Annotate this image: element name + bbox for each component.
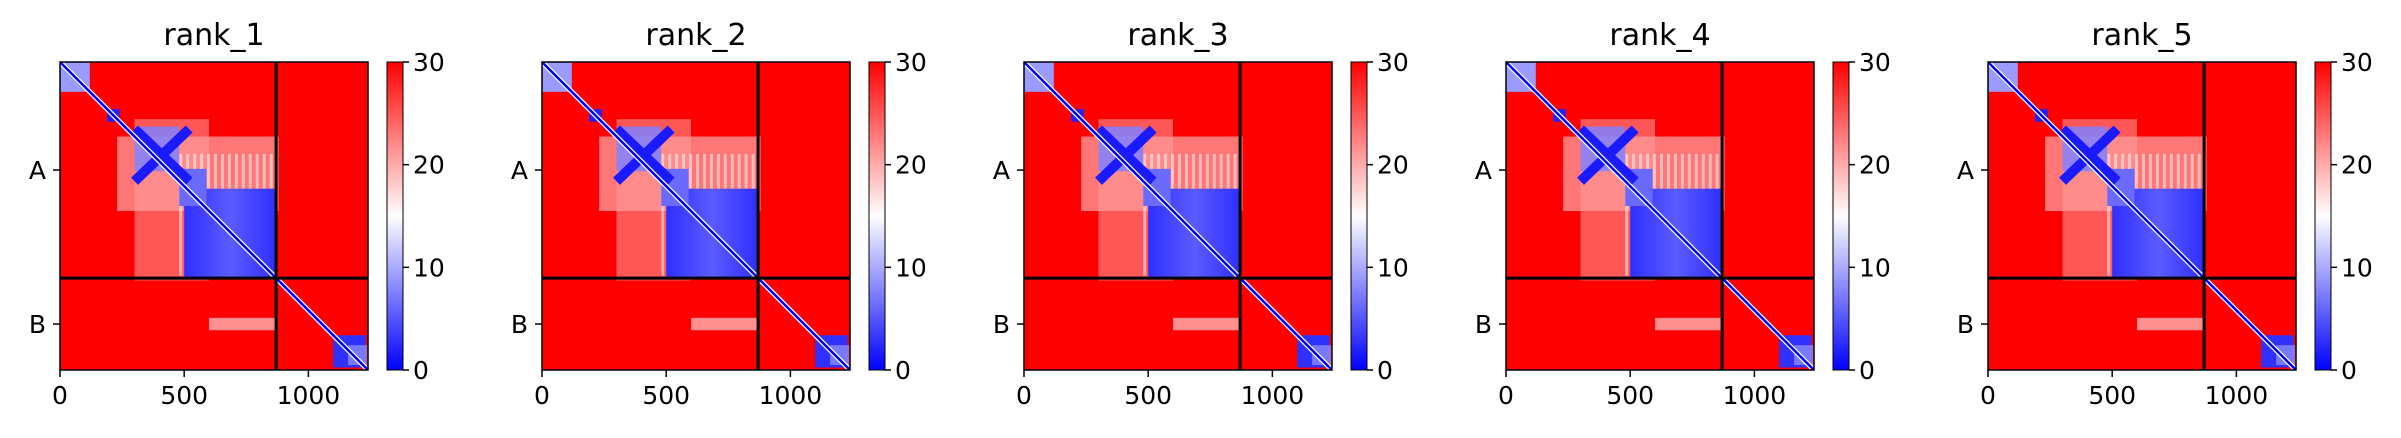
heatmap-block: [1312, 345, 1332, 366]
colorbar: [386, 61, 404, 371]
colorbar: [1832, 61, 1850, 371]
colorbar-tick-label: 20: [1377, 151, 1409, 180]
y-tick-label: A: [1957, 156, 1974, 185]
heatmap-cells: [1506, 62, 1814, 370]
x-tick-label: 1000: [759, 381, 823, 410]
x-tick-label: 500: [642, 381, 690, 410]
panel-title: rank_4: [1609, 18, 1710, 53]
heatmap-cells: [1988, 62, 2296, 370]
heatmap-stripe: [2107, 153, 2111, 276]
heatmap-region: [1655, 317, 1723, 331]
colorbar-tick-label: 20: [413, 151, 445, 180]
x-tick-label: 1000: [277, 381, 341, 410]
heatmap-diagonal: [60, 62, 368, 370]
heatmap-stripe: [1625, 153, 1629, 276]
heatmap-stripe: [1143, 153, 1147, 276]
colorbar-tick-label: 10: [1377, 253, 1409, 282]
heatmap-stripe: [179, 153, 183, 276]
heatmap-diagonal: [542, 62, 850, 370]
heatmap-diagonal: [1024, 62, 1332, 370]
x-tick-label: 0: [1016, 381, 1032, 410]
colorbar-tick-label: 30: [895, 48, 927, 77]
heatmap-block: [1794, 345, 1814, 366]
x-tick-label: 1000: [1241, 381, 1305, 410]
y-tick-label: A: [29, 156, 46, 185]
heatmap-x-pattern: [2059, 125, 2121, 185]
colorbar: [868, 61, 886, 371]
heatmap-x-pattern: [131, 125, 193, 185]
x-tick-label: 0: [52, 381, 68, 410]
colorbar-tick-label: 0: [1377, 356, 1393, 385]
colorbar-tick-label: 30: [1859, 48, 1891, 77]
y-tick-label: A: [511, 156, 528, 185]
x-tick-label: 0: [534, 381, 550, 410]
heatmap-cells: [542, 62, 850, 370]
panel-title: rank_1: [163, 18, 264, 53]
y-tick-label: B: [993, 310, 1010, 339]
y-tick-label: B: [29, 310, 46, 339]
colorbar-tick-label: 10: [1859, 253, 1891, 282]
x-tick-label: 0: [1498, 381, 1514, 410]
panel-title: rank_3: [1127, 18, 1228, 53]
pae-panel-5: rank_5 0 500 1000 A B 0 10 20 30: [1957, 18, 2373, 410]
heatmap-x-pattern: [1577, 125, 1639, 185]
panel-title: rank_2: [645, 18, 746, 53]
x-tick-label: 500: [2088, 381, 2136, 410]
colorbar-tick-label: 30: [413, 48, 445, 77]
colorbar: [2314, 61, 2332, 371]
x-tick-label: 0: [1980, 381, 1996, 410]
plot-frame: [1505, 61, 1815, 371]
colorbar-tick-label: 0: [413, 356, 429, 385]
heatmap-region: [2137, 317, 2205, 331]
plot-frame: [1023, 61, 1333, 371]
y-tick-label: B: [511, 310, 528, 339]
colorbar-tick-label: 10: [413, 253, 445, 282]
colorbar-tick-label: 30: [1377, 48, 1409, 77]
plot-frame: [59, 61, 369, 371]
y-tick-label: B: [1957, 310, 1974, 339]
pae-panel-1: rank_1 0 500 1000 A B 0 10 20 30: [29, 18, 445, 410]
plot-frame: [1987, 61, 2297, 371]
y-tick-label: A: [1475, 156, 1492, 185]
heatmap-block: [348, 345, 368, 366]
colorbar-tick-label: 0: [895, 356, 911, 385]
x-tick-label: 500: [1124, 381, 1172, 410]
heatmap-region: [691, 317, 759, 331]
heatmap-block: [2276, 345, 2296, 366]
colorbar-tick-label: 0: [2341, 356, 2357, 385]
x-tick-label: 1000: [1723, 381, 1787, 410]
heatmap-x-pattern: [613, 125, 675, 185]
heatmap-stripe: [661, 153, 665, 276]
y-tick-label: B: [1475, 310, 1492, 339]
heatmap-cells: [60, 62, 368, 370]
heatmap-block: [830, 345, 850, 366]
x-tick-label: 500: [1606, 381, 1654, 410]
heatmap-region: [1173, 317, 1241, 331]
heatmap-x-pattern: [1095, 125, 1157, 185]
y-tick-label: A: [993, 156, 1010, 185]
colorbar-tick-label: 10: [2341, 253, 2373, 282]
pae-panel-4: rank_4 0 500 1000 A B 0 10 20 30: [1475, 18, 1891, 410]
x-tick-label: 1000: [2205, 381, 2269, 410]
colorbar-tick-label: 30: [2341, 48, 2373, 77]
colorbar-tick-label: 20: [2341, 151, 2373, 180]
heatmap-diagonal: [1988, 62, 2296, 370]
pae-panel-2: rank_2 0 500 1000 A B 0 10 20 30: [511, 18, 927, 410]
plot-frame: [541, 61, 851, 371]
x-tick-label: 500: [160, 381, 208, 410]
heatmap-cells: [1024, 62, 1332, 370]
colorbar-tick-label: 0: [1859, 356, 1875, 385]
colorbar-tick-label: 10: [895, 253, 927, 282]
panel-title: rank_5: [2091, 18, 2192, 53]
heatmap-region: [209, 317, 277, 331]
colorbar-tick-label: 20: [1859, 151, 1891, 180]
colorbar-tick-label: 20: [895, 151, 927, 180]
colorbar: [1350, 61, 1368, 371]
heatmap-diagonal: [1506, 62, 1814, 370]
pae-panel-3: rank_3 0 500 1000 A B 0 10 20 30: [993, 18, 1409, 410]
